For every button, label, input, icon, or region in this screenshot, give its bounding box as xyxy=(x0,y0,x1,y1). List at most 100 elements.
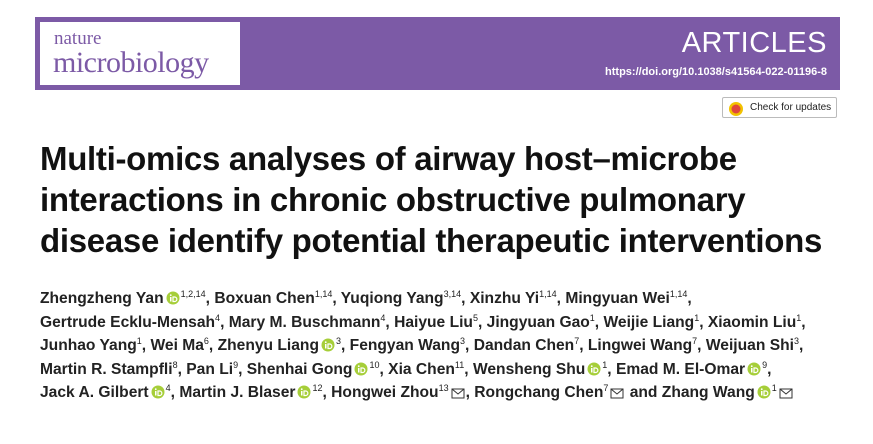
author-separator: , xyxy=(461,290,466,307)
author-separator: , xyxy=(208,337,214,355)
author-separator: , xyxy=(220,313,225,331)
author-separator: , xyxy=(477,313,483,331)
author: Yuqiong Yang3,14, xyxy=(340,290,466,308)
journal-header: nature microbiology ARTICLES https://doi… xyxy=(35,17,840,90)
title-line: disease identify potential therapeutic i… xyxy=(40,222,823,259)
author-affiliations: 1 xyxy=(796,312,802,323)
author-name: Mingyuan Wei xyxy=(565,290,670,307)
author-name: Martin R. Stampfli xyxy=(40,360,173,378)
author-separator: , xyxy=(594,313,600,331)
author-conjunction: and xyxy=(629,384,658,402)
author-separator: , xyxy=(340,337,346,355)
check-updates-button[interactable]: Check for updates xyxy=(722,97,837,118)
author-separator: , xyxy=(465,337,470,355)
orcid-icon[interactable] xyxy=(757,385,771,399)
author-name: Zhenyu Liang xyxy=(217,337,319,355)
author-name: Xiaomin Liu xyxy=(707,313,797,331)
title-line: Multi-omics analyses of airway host–micr… xyxy=(40,140,737,177)
author-separator: , xyxy=(699,313,704,331)
author-name: Haiyue Liu xyxy=(394,313,473,331)
author-separator: , xyxy=(687,290,692,307)
author-name: Zhengzheng Yan xyxy=(40,290,164,307)
journal-name-small: nature xyxy=(54,28,102,49)
author: Wei Ma6, xyxy=(150,336,214,355)
author-affiliations: 6 xyxy=(203,336,209,347)
author-name: Mary M. Buschmann xyxy=(228,313,381,331)
author: Jack A. Gilbert 4, xyxy=(40,384,175,402)
orcid-icon[interactable] xyxy=(297,385,311,399)
author: Xia Chen11, xyxy=(388,359,469,378)
author-affiliations: 9 xyxy=(233,359,239,370)
author-name: Xia Chen xyxy=(388,360,455,378)
author-name: Xinzhu Yi xyxy=(469,290,540,307)
author-separator: , xyxy=(322,384,327,402)
author-name: Yuqiong Yang xyxy=(340,290,444,307)
author: Martin R. Stampfli8, xyxy=(40,360,182,378)
author-separator: , xyxy=(801,313,806,331)
author-affiliations: 1 xyxy=(771,383,777,394)
author-affiliations: 7 xyxy=(692,336,698,347)
author-name: Shenhai Gong xyxy=(246,360,353,378)
author: Rongchang Chen7 xyxy=(474,384,625,401)
author-name: Rongchang Chen xyxy=(474,384,604,402)
author-name: Pan Li xyxy=(186,360,234,378)
author-affiliations: 1,14 xyxy=(539,289,557,299)
orcid-icon[interactable] xyxy=(321,338,335,352)
orcid-icon[interactable] xyxy=(587,362,601,376)
author: Junhao Yang1, xyxy=(40,337,146,355)
author-separator: , xyxy=(205,290,210,307)
author-affiliations: 3 xyxy=(335,336,341,347)
author: Zhang Wang 1 xyxy=(662,384,794,401)
author-separator: , xyxy=(607,360,612,378)
author-name: Dandan Chen xyxy=(473,337,575,355)
author-separator: , xyxy=(556,290,561,307)
author-affiliations: 1,14 xyxy=(669,289,688,299)
orcid-icon[interactable] xyxy=(747,362,761,376)
article-title: Multi-omics analyses of airway host–micr… xyxy=(40,138,822,261)
author-separator: , xyxy=(767,360,772,378)
author: Haiyue Liu5, xyxy=(394,313,483,331)
email-icon[interactable] xyxy=(610,388,624,399)
orcid-icon[interactable] xyxy=(354,362,368,376)
author: Weijuan Shi3, xyxy=(706,336,804,355)
author: Pan Li9, xyxy=(186,359,242,378)
author: Gertrude Ecklu-Mensah4, xyxy=(40,313,225,331)
journal-logo[interactable]: nature microbiology xyxy=(40,22,240,85)
author-name: Boxuan Chen xyxy=(214,290,315,307)
author-affiliations: 4 xyxy=(380,312,386,323)
author-affiliations: 1,14 xyxy=(314,289,333,299)
author-separator: , xyxy=(464,360,469,378)
author-separator: , xyxy=(697,337,702,355)
author-affiliations: 1 xyxy=(694,312,700,323)
author-name: Wensheng Shu xyxy=(472,360,586,378)
author-separator: , xyxy=(170,384,175,402)
author: Mingyuan Wei1,14, xyxy=(565,289,692,308)
section-label: ARTICLES xyxy=(681,27,827,59)
email-icon[interactable] xyxy=(779,388,793,399)
orcid-icon[interactable] xyxy=(166,291,180,305)
author-affiliations: 3 xyxy=(793,336,799,347)
orcid-icon[interactable] xyxy=(151,385,165,399)
author: Zhenyu Liang 3, xyxy=(217,336,346,355)
author-affiliations: 3 xyxy=(460,336,466,347)
author: Shenhai Gong 10, xyxy=(246,359,384,378)
author-affiliations: 1,2,14 xyxy=(180,289,206,299)
author: Fengyan Wang3, xyxy=(350,336,470,355)
author-separator: , xyxy=(579,337,584,355)
author-separator: , xyxy=(379,360,384,378)
title-line: interactions in chronic obstructive pulm… xyxy=(40,181,746,218)
email-icon[interactable] xyxy=(451,388,465,399)
author: Dandan Chen7, xyxy=(473,337,584,355)
author-name: Emad M. El-Omar xyxy=(615,360,746,378)
author-name: Hongwei Zhou xyxy=(331,384,439,402)
author: Weijie Liang1, xyxy=(603,312,704,331)
doi-link[interactable]: https://doi.org/10.1038/s41564-022-01196… xyxy=(605,66,827,78)
check-updates-icon xyxy=(729,102,743,116)
author-affiliations: 11 xyxy=(454,359,465,370)
author-name: Zhang Wang xyxy=(661,384,755,402)
author-affiliations: 13 xyxy=(438,383,449,394)
author-name: Weijie Liang xyxy=(603,313,695,331)
author-affiliations: 10 xyxy=(369,359,380,370)
author-name: Lingwei Wang xyxy=(587,337,693,355)
author-separator: , xyxy=(798,337,804,355)
